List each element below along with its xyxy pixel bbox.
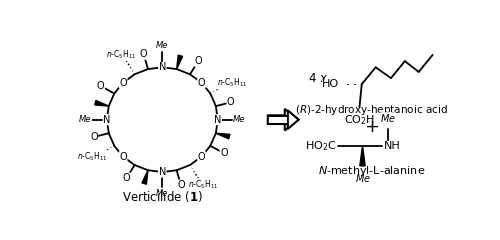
- Polygon shape: [142, 170, 148, 184]
- Text: $\mathit{n}$-C$_5$H$_{11}$: $\mathit{n}$-C$_5$H$_{11}$: [216, 76, 248, 89]
- Text: CO$_2$H: CO$_2$H: [344, 114, 375, 127]
- Text: O: O: [122, 173, 130, 183]
- Text: Me: Me: [156, 189, 168, 198]
- Text: O: O: [177, 180, 184, 190]
- Text: N: N: [158, 62, 166, 72]
- Text: $\it{N}$-methyl-L-alanine: $\it{N}$-methyl-L-alanine: [318, 164, 426, 178]
- Text: 4 x: 4 x: [308, 139, 327, 152]
- Text: HO: HO: [322, 79, 340, 89]
- Text: $\mathit{Me}$: $\mathit{Me}$: [380, 112, 396, 124]
- Text: Me: Me: [233, 115, 245, 124]
- Polygon shape: [268, 117, 287, 123]
- Text: $\mathit{n}$-C$_5$H$_{11}$: $\mathit{n}$-C$_5$H$_{11}$: [188, 179, 218, 191]
- Text: Me: Me: [156, 41, 168, 50]
- Text: $(R)$-2-hydroxy-heptanoic acid: $(R)$-2-hydroxy-heptanoic acid: [296, 103, 448, 117]
- Text: +: +: [364, 118, 380, 136]
- Text: O: O: [97, 81, 104, 91]
- Polygon shape: [360, 146, 365, 166]
- Text: O: O: [140, 49, 147, 59]
- Text: Verticilide ($\mathbf{1}$): Verticilide ($\mathbf{1}$): [122, 189, 203, 204]
- Text: O: O: [120, 152, 127, 162]
- Text: $\mathit{n}$-C$_5$H$_{11}$: $\mathit{n}$-C$_5$H$_{11}$: [106, 48, 137, 61]
- Text: NH: NH: [384, 141, 401, 151]
- Text: $\mathit{Me}$: $\mathit{Me}$: [354, 172, 370, 184]
- Text: HO$_2$C: HO$_2$C: [306, 139, 337, 153]
- Text: N: N: [158, 167, 166, 177]
- Text: O: O: [90, 132, 98, 142]
- Text: $\mathit{n}$-C$_5$H$_{11}$: $\mathit{n}$-C$_5$H$_{11}$: [78, 151, 108, 163]
- Polygon shape: [95, 101, 109, 106]
- Text: O: O: [194, 56, 202, 66]
- Polygon shape: [288, 110, 298, 129]
- Text: O: O: [198, 78, 205, 88]
- Text: Me: Me: [79, 115, 92, 124]
- Text: N: N: [103, 115, 110, 125]
- Text: O: O: [227, 97, 234, 107]
- Polygon shape: [216, 133, 230, 139]
- Polygon shape: [268, 109, 298, 131]
- Text: O: O: [220, 148, 228, 158]
- Text: O: O: [120, 78, 127, 88]
- Text: O: O: [198, 152, 205, 162]
- Text: 4 x: 4 x: [308, 72, 327, 85]
- Text: N: N: [214, 115, 222, 125]
- Polygon shape: [176, 55, 182, 69]
